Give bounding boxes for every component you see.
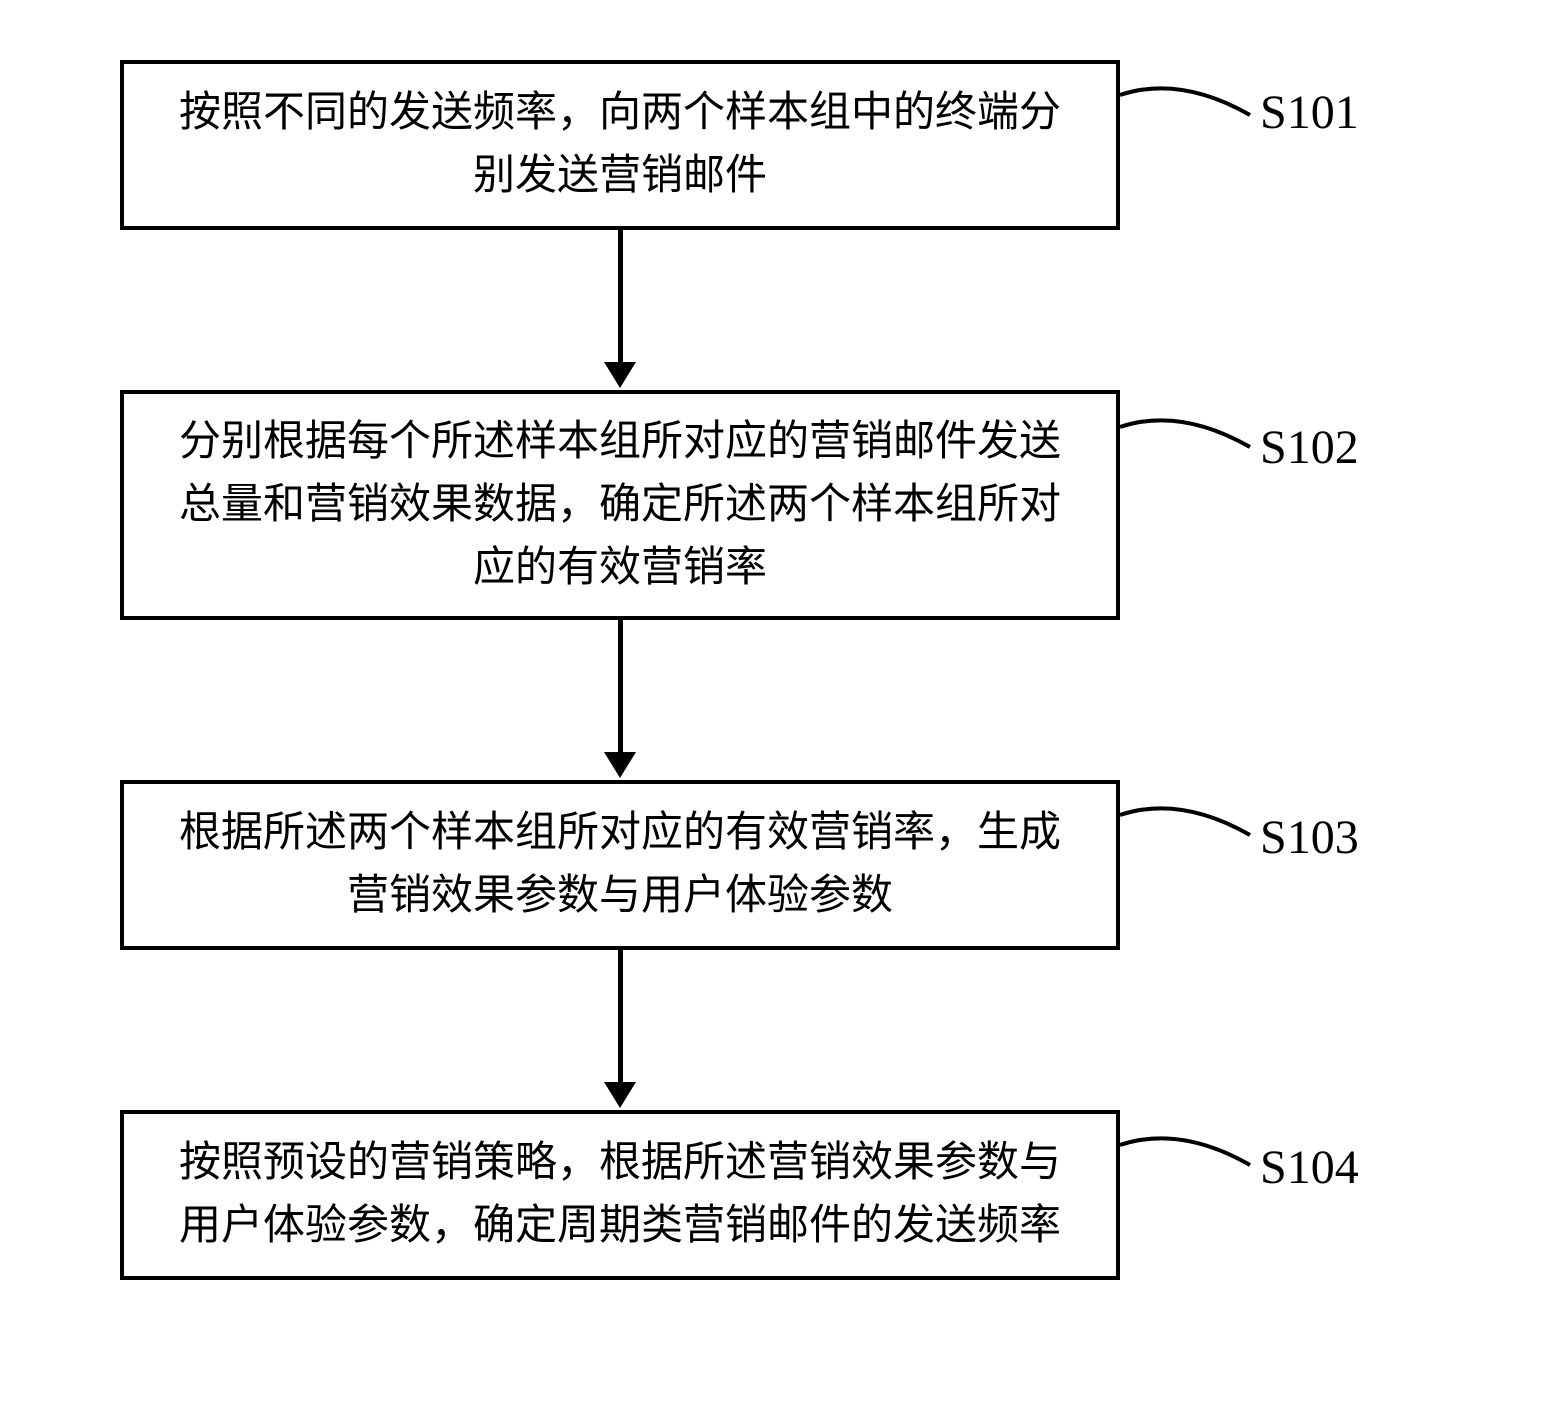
step-text-s104: 按照预设的营销策略，根据所述营销效果参数与 用户体验参数，确定周期类营销邮件的发… bbox=[179, 1132, 1061, 1258]
step-text-s101: 按照不同的发送频率，向两个样本组中的终端分 别发送营销邮件 bbox=[179, 82, 1061, 208]
arrow-line-2 bbox=[618, 620, 623, 754]
curve-s101 bbox=[1120, 80, 1260, 135]
step-box-s104: 按照预设的营销策略，根据所述营销效果参数与 用户体验参数，确定周期类营销邮件的发… bbox=[120, 1110, 1120, 1280]
arrow-head-3 bbox=[604, 1082, 636, 1108]
arrow-head-2 bbox=[604, 752, 636, 778]
step-box-s103: 根据所述两个样本组所对应的有效营销率，生成 营销效果参数与用户体验参数 bbox=[120, 780, 1120, 950]
arrow-head-1 bbox=[604, 362, 636, 388]
curve-s104 bbox=[1120, 1130, 1260, 1185]
curve-s102 bbox=[1120, 412, 1260, 467]
curve-s103 bbox=[1120, 800, 1260, 855]
arrow-line-3 bbox=[618, 950, 623, 1084]
step-label-s103: S103 bbox=[1260, 810, 1359, 865]
step-text-s102: 分别根据每个所述样本组所对应的营销邮件发送 总量和营销效果数据，确定所述两个样本… bbox=[179, 411, 1061, 600]
step-box-s101: 按照不同的发送频率，向两个样本组中的终端分 别发送营销邮件 bbox=[120, 60, 1120, 230]
step-text-s103: 根据所述两个样本组所对应的有效营销率，生成 营销效果参数与用户体验参数 bbox=[179, 802, 1061, 928]
step-label-s104: S104 bbox=[1260, 1140, 1359, 1195]
step-label-s101: S101 bbox=[1260, 85, 1359, 140]
step-box-s102: 分别根据每个所述样本组所对应的营销邮件发送 总量和营销效果数据，确定所述两个样本… bbox=[120, 390, 1120, 620]
arrow-line-1 bbox=[618, 230, 623, 364]
step-label-s102: S102 bbox=[1260, 420, 1359, 475]
